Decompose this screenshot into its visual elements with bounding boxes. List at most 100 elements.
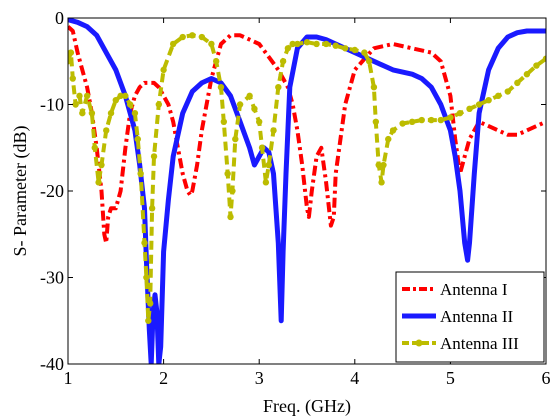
- series-point: [313, 40, 320, 48]
- legend-marker: [415, 339, 423, 347]
- y-tick-label: -30: [40, 268, 64, 288]
- y-tick-label: 0: [55, 8, 64, 28]
- series-point: [378, 179, 385, 186]
- series-point: [229, 187, 236, 195]
- series-point: [122, 92, 129, 100]
- series-point: [385, 135, 392, 143]
- series-point: [504, 88, 511, 95]
- series-point: [88, 109, 96, 117]
- y-axis-label: S- Parameter (dB): [10, 126, 31, 257]
- series-point: [265, 161, 272, 169]
- series-point: [275, 84, 282, 91]
- series-point: [189, 32, 196, 39]
- series-point: [72, 101, 79, 108]
- series-point: [485, 96, 492, 104]
- series-point: [117, 92, 124, 100]
- series-point: [428, 116, 435, 124]
- series-point: [69, 75, 76, 82]
- x-tick-label: 4: [350, 368, 359, 388]
- series-point: [475, 101, 483, 108]
- series-point: [198, 33, 206, 41]
- series-point: [418, 116, 425, 124]
- series-point: [246, 92, 253, 100]
- series-point: [372, 118, 380, 126]
- y-tick-label: -20: [40, 181, 64, 201]
- legend-label: Antenna III: [440, 334, 519, 353]
- legend: Antenna I Antenna II Antenna III: [395, 271, 545, 363]
- series-point: [95, 179, 102, 186]
- x-tick-label: 5: [446, 368, 455, 388]
- series-point: [179, 33, 186, 41]
- series-point: [284, 45, 292, 52]
- series-point: [68, 58, 72, 65]
- series-point: [224, 170, 231, 177]
- series-point: [437, 116, 445, 124]
- series-point: [389, 127, 397, 134]
- series-point: [251, 105, 258, 113]
- series-point: [131, 109, 139, 117]
- series-point: [380, 161, 387, 169]
- series-point: [147, 300, 154, 307]
- series-point: [375, 161, 382, 169]
- series-point: [342, 45, 349, 52]
- x-tick-label: 6: [542, 368, 551, 388]
- series-point: [227, 213, 234, 221]
- series-point: [523, 71, 531, 78]
- y-tick-label: -10: [40, 95, 64, 115]
- series-point: [466, 105, 473, 113]
- series-point: [134, 135, 141, 143]
- series-point: [103, 127, 110, 134]
- series-point: [98, 161, 105, 169]
- series-point: [148, 205, 156, 212]
- y-tick-label: -40: [40, 354, 64, 374]
- series-point: [150, 153, 158, 160]
- series-point: [289, 40, 296, 48]
- x-tick-label: 2: [159, 368, 168, 388]
- series-point: [279, 58, 287, 65]
- series-point: [76, 92, 83, 100]
- series-point: [143, 274, 150, 281]
- series-point: [408, 118, 416, 126]
- series-point: [83, 92, 91, 100]
- series-point: [236, 101, 244, 108]
- x-tick-label: 3: [255, 368, 264, 388]
- series-point: [533, 62, 540, 69]
- series-point: [145, 317, 152, 324]
- series-point: [370, 84, 378, 91]
- series-point: [220, 118, 228, 126]
- x-tick-label: 1: [64, 368, 73, 388]
- series-point: [141, 239, 148, 247]
- series-point: [68, 49, 75, 56]
- series-point: [361, 49, 368, 56]
- series-point: [322, 40, 330, 48]
- series-point: [495, 92, 502, 100]
- series-point: [137, 170, 144, 177]
- series-point: [262, 179, 270, 186]
- series-point: [112, 96, 120, 104]
- series-point: [208, 40, 215, 48]
- series-point: [542, 55, 546, 62]
- series-line-1: [68, 25, 546, 245]
- series-point: [256, 118, 263, 126]
- series-point: [270, 127, 277, 134]
- series-point: [514, 79, 521, 87]
- x-axis-label: Freq. (GHz): [263, 396, 351, 417]
- ticks-layer: 1 2 3 4 5 6 0 -10 -20 -30 -40: [40, 8, 551, 388]
- series-point: [351, 46, 358, 54]
- series-point: [456, 109, 464, 117]
- series-point: [447, 114, 454, 121]
- series-point: [399, 120, 406, 127]
- series-point: [332, 42, 339, 49]
- series-point: [79, 109, 86, 117]
- series-point: [155, 101, 163, 108]
- series-point: [169, 40, 177, 48]
- legend-label: Antenna II: [440, 307, 514, 326]
- legend-label: Antenna I: [440, 280, 508, 299]
- series-point: [232, 135, 239, 143]
- series-point: [258, 144, 266, 151]
- series-point: [160, 66, 167, 74]
- series-layer: [68, 18, 546, 364]
- series-point: [294, 40, 301, 48]
- series-point: [126, 101, 134, 108]
